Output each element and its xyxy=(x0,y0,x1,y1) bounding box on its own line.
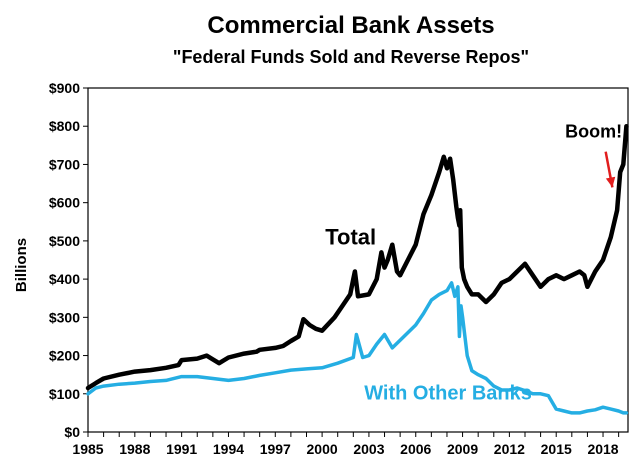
y-tick-label: $900 xyxy=(49,80,80,96)
y-tick-label: $800 xyxy=(49,118,80,134)
x-tick-label: 2009 xyxy=(447,441,478,457)
annotation-boom: Boom! xyxy=(565,122,622,142)
x-tick-label: 2000 xyxy=(307,441,338,457)
y-tick-label: $700 xyxy=(49,156,80,172)
x-tick-label: 2015 xyxy=(541,441,572,457)
x-tick-label: 1985 xyxy=(72,441,103,457)
x-tick-label: 2012 xyxy=(494,441,525,457)
y-tick-label: $500 xyxy=(49,233,80,249)
plot-frame xyxy=(87,87,629,433)
y-tick-label: $0 xyxy=(64,424,80,440)
x-tick-label: 1994 xyxy=(213,441,244,457)
y-tick-label: $200 xyxy=(49,348,80,364)
series-label-total: Total xyxy=(325,225,376,250)
series-line-with-other-banks xyxy=(86,281,629,415)
y-tick-label: $400 xyxy=(49,271,80,287)
x-tick-label: 1988 xyxy=(119,441,150,457)
annotation-arrow-head xyxy=(605,176,616,188)
plot-area: $0 $100 $200 $300 $400 $500 $600 $700 $800 $900 19… xyxy=(49,80,629,457)
y-tick-label: $600 xyxy=(49,195,80,211)
series-line-total xyxy=(85,123,629,391)
x-tick-label: 1991 xyxy=(166,441,197,457)
x-tick-label: 1997 xyxy=(260,441,291,457)
chart-title: Commercial Bank Assets xyxy=(207,12,494,39)
y-tick-label: $100 xyxy=(49,386,80,402)
chart-subtitle: "Federal Funds Sold and Reverse Repos" xyxy=(173,47,529,67)
series-label-with-other-banks: With Other Banks xyxy=(364,383,532,405)
x-tick-label: 2006 xyxy=(400,441,431,457)
x-tick-label: 2018 xyxy=(587,441,618,457)
x-tick-label: 2003 xyxy=(353,441,384,457)
y-axis-label: Billions xyxy=(13,238,30,292)
y-tick-label: $300 xyxy=(49,309,80,325)
